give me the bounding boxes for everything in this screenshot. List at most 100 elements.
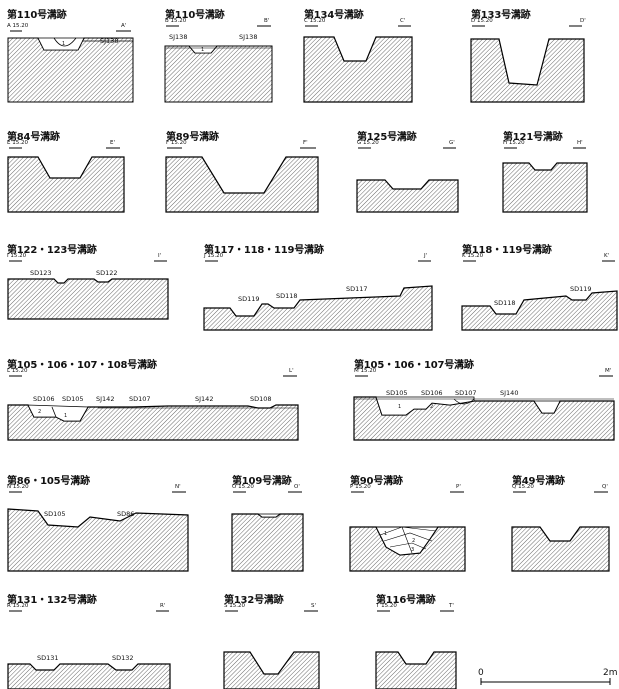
section-left-label: H 15.20 — [503, 140, 525, 146]
section-left-label: F 15.20 — [166, 140, 187, 146]
profile-r — [7, 610, 171, 689]
section-title: 第134号溝跡 — [304, 10, 364, 21]
feature-label: SD108 — [250, 395, 272, 403]
section-title: 第90号溝跡 — [350, 476, 403, 487]
section-left-label: P 15.20 — [350, 484, 371, 490]
section-left-label: R 15.20 — [7, 603, 29, 609]
section-title: 第132号溝跡 — [224, 595, 284, 606]
feature-label: SJ138 — [169, 33, 188, 41]
feature-label: SD86 — [117, 510, 135, 518]
section-right-label: A' — [121, 23, 127, 29]
section-right-label: C' — [400, 18, 406, 24]
section-title: 第84号溝跡 — [7, 132, 60, 143]
section-left-label: B 15.20 — [165, 18, 187, 24]
section-left-label: G 15.20 — [357, 140, 379, 146]
profile-n — [7, 491, 189, 572]
section-left-label: N 15.20 — [7, 484, 29, 490]
feature-label: SD119 — [570, 285, 592, 293]
section-left-label: A 15.20 — [7, 23, 29, 29]
section-right-label: N' — [175, 484, 181, 490]
feature-label: SD107 — [455, 389, 477, 397]
profile-h — [502, 147, 588, 213]
feature-label: SJ138 — [100, 37, 119, 45]
profile-m — [353, 375, 615, 441]
fill-number: 3 — [411, 547, 415, 553]
feature-label: SD118 — [494, 299, 516, 307]
section-title: 第133号溝跡 — [471, 10, 531, 21]
profile-a — [7, 30, 134, 103]
section-right-label: S' — [311, 603, 317, 609]
feature-label: SD107 — [129, 395, 151, 403]
section-title: 第121号溝跡 — [503, 132, 563, 143]
fill-number: 1 — [384, 531, 388, 537]
feature-label: SJ142 — [195, 395, 214, 403]
fill-number: 2 — [430, 404, 434, 410]
section-title: 第125号溝跡 — [357, 132, 417, 143]
section-title: 第118・119号溝跡 — [462, 245, 552, 256]
section-title: 第116号溝跡 — [376, 595, 436, 606]
profile-d — [470, 25, 585, 103]
section-title: 第86・105号溝跡 — [7, 476, 90, 487]
section-title: 第122・123号溝跡 — [7, 245, 97, 256]
profile-s — [223, 610, 320, 689]
section-title: 第117・118・119号溝跡 — [204, 245, 324, 256]
section-right-label: K' — [604, 253, 610, 259]
feature-label: SD117 — [346, 285, 368, 293]
fill-number: 1 — [398, 404, 402, 410]
feature-label: SD132 — [112, 654, 134, 662]
profile-g — [356, 147, 459, 213]
profile-j — [203, 260, 433, 331]
section-title: 第49号溝跡 — [512, 476, 565, 487]
section-right-label: R' — [160, 603, 166, 609]
feature-label: SD106 — [421, 389, 443, 397]
feature-label: SD105 — [62, 395, 84, 403]
section-right-label: D' — [580, 18, 586, 24]
profile-b — [164, 25, 273, 103]
section-right-label: G' — [449, 140, 455, 146]
fill-number: 1 — [201, 47, 205, 53]
section-title: 第105・106・107号溝跡 — [354, 360, 474, 371]
profile-i — [7, 260, 169, 320]
feature-label: SD119 — [238, 295, 260, 303]
profile-o — [231, 491, 304, 572]
feature-label: SJ138 — [239, 33, 258, 41]
section-left-label: I 15.20 — [7, 253, 27, 259]
profile-c — [303, 25, 413, 103]
section-right-label: B' — [264, 18, 270, 24]
scale-end-label: 2m — [603, 668, 618, 678]
feature-label: SJ140 — [500, 389, 519, 397]
section-title: 第131・132号溝跡 — [7, 595, 97, 606]
section-left-label: Q 15.20 — [512, 484, 534, 490]
section-right-label: T' — [449, 603, 454, 609]
section-right-label: E' — [110, 140, 115, 146]
fill-number: 1 — [62, 41, 66, 47]
profile-q — [511, 491, 610, 572]
section-title: 第110号溝跡 — [165, 10, 225, 21]
feature-label: SD105 — [44, 510, 66, 518]
section-left-label: E 15.20 — [7, 140, 28, 146]
section-left-label: S 15.20 — [224, 603, 245, 609]
section-title: 第105・106・107・108号溝跡 — [7, 360, 157, 371]
section-right-label: Q' — [602, 484, 608, 490]
fill-number: 1 — [64, 413, 68, 419]
section-right-label: F' — [303, 140, 308, 146]
section-title: 第110号溝跡 — [7, 10, 67, 21]
profile-k — [461, 260, 618, 331]
scale-start-label: 0 — [478, 668, 484, 678]
feature-label: SD106 — [33, 395, 55, 403]
section-left-label: M 15.20 — [354, 368, 377, 374]
section-right-label: O' — [294, 484, 300, 490]
profile-e — [7, 147, 125, 213]
section-right-label: L' — [289, 368, 294, 374]
section-right-label: M' — [605, 368, 612, 374]
section-right-label: H' — [577, 140, 583, 146]
section-left-label: J 15.20 — [204, 253, 224, 259]
feature-label: SD105 — [386, 389, 408, 397]
profile-f — [165, 147, 319, 213]
section-right-label: I' — [158, 253, 162, 259]
section-left-label: K 15.20 — [462, 253, 484, 259]
section-left-label: C 15.20 — [304, 18, 326, 24]
section-title: 第89号溝跡 — [166, 132, 219, 143]
feature-label: SD123 — [30, 269, 52, 277]
scale-line — [480, 678, 611, 685]
